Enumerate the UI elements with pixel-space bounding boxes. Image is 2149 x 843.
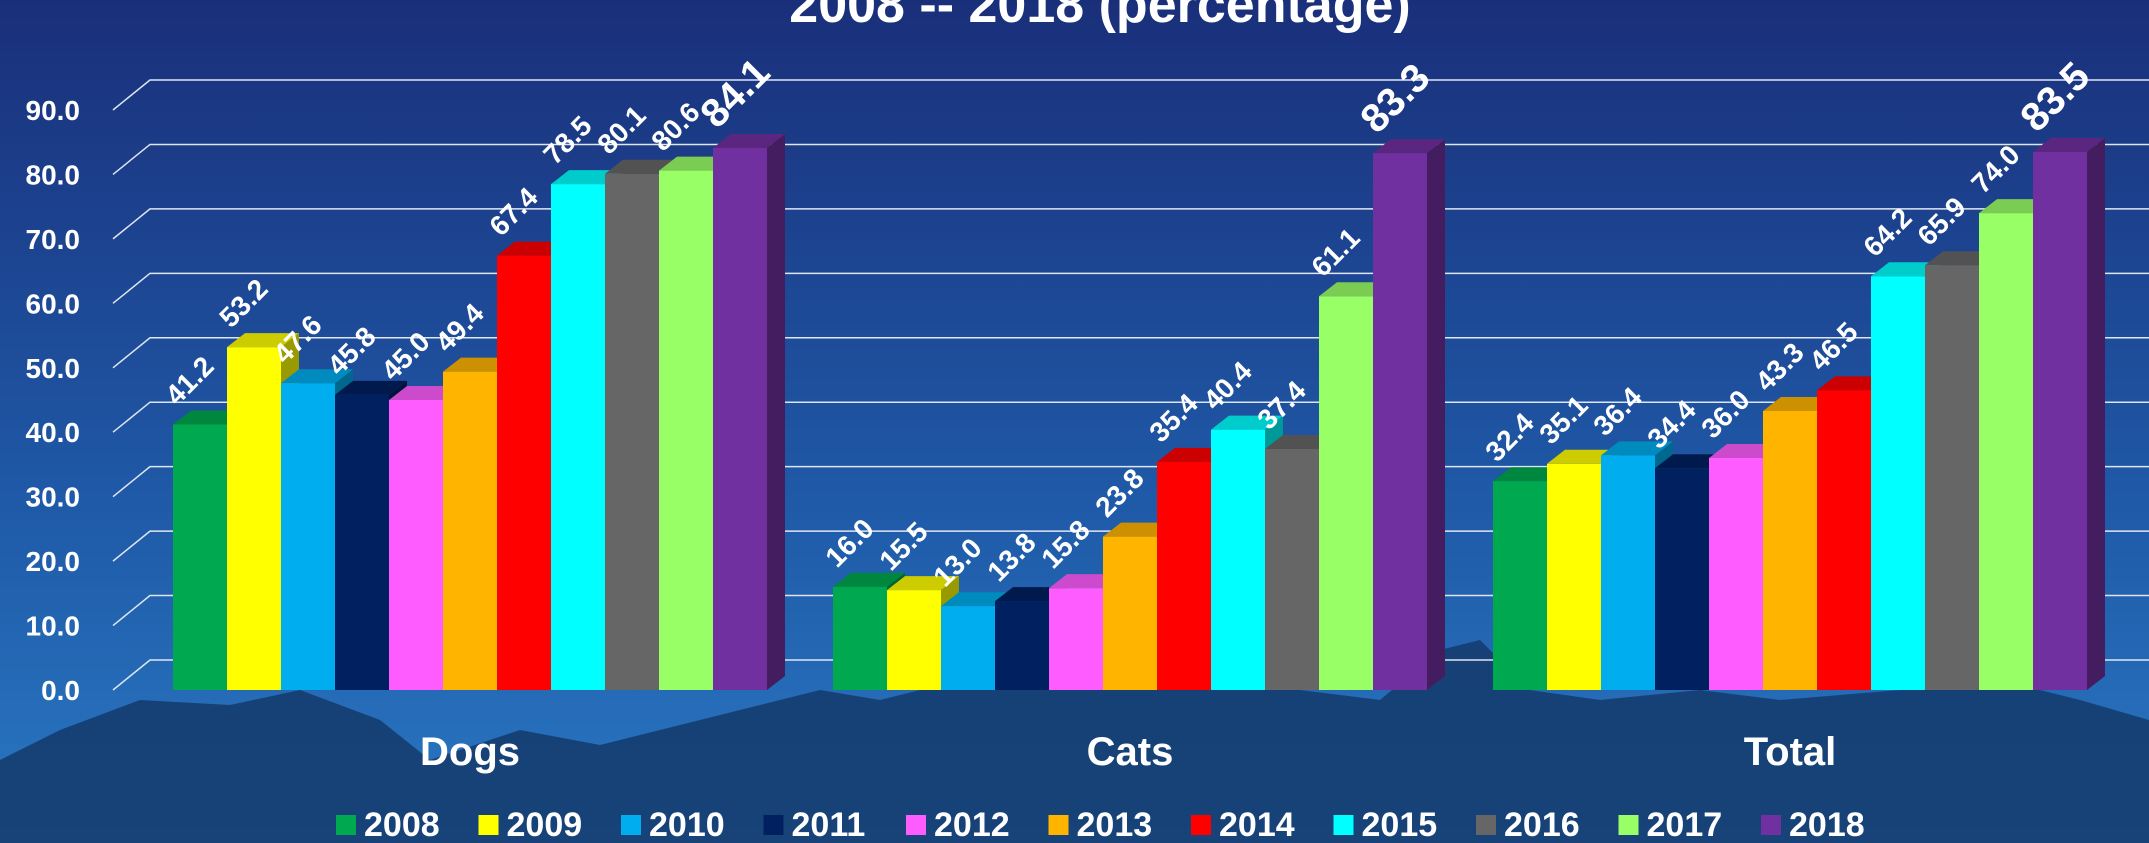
legend-swatch	[764, 815, 784, 835]
chart-title: 2008 -- 2018 (percentage)	[789, 0, 1410, 34]
x-tick-label: Cats	[1087, 730, 1174, 774]
chart: 2008 -- 2018 (percentage) 0.0 10.0 20.0 30.…	[0, 0, 2149, 843]
bar	[1655, 468, 1709, 690]
bar	[1979, 213, 2033, 690]
legend-swatch	[621, 815, 641, 835]
legend-label: 2009	[507, 806, 583, 843]
bar	[2033, 152, 2087, 690]
bar	[1157, 462, 1211, 690]
bar	[497, 256, 551, 690]
y-tick-label: 70.0	[26, 224, 81, 255]
bar	[1547, 464, 1601, 690]
bar	[887, 590, 941, 690]
legend-swatch	[1761, 815, 1781, 835]
legend-swatch	[1191, 815, 1211, 835]
legend-label: 2013	[1077, 806, 1153, 843]
bar	[995, 601, 1049, 690]
legend-label: 2015	[1362, 806, 1438, 843]
bar	[227, 347, 281, 690]
y-tick-label: 20.0	[26, 546, 81, 577]
y-tick-label: 10.0	[26, 611, 81, 642]
bar	[1763, 411, 1817, 690]
bar	[389, 400, 443, 690]
bar	[335, 395, 389, 690]
legend-label: 2008	[364, 806, 440, 843]
legend-label: 2011	[792, 806, 866, 843]
bar	[281, 383, 335, 690]
bar	[1265, 449, 1319, 690]
bar	[551, 184, 605, 690]
bar	[1373, 153, 1427, 690]
bar	[1925, 265, 1979, 690]
legend-label: 2010	[649, 806, 725, 843]
bar	[173, 424, 227, 690]
bar	[941, 606, 995, 690]
x-tick-label: Dogs	[420, 730, 520, 774]
legend-swatch	[479, 815, 499, 835]
legend-swatch	[1476, 815, 1496, 835]
bar	[713, 148, 767, 690]
legend-swatch	[1334, 815, 1354, 835]
y-tick-label: 80.0	[26, 159, 81, 190]
y-tick-label: 30.0	[26, 482, 81, 513]
legend-swatch	[1049, 815, 1069, 835]
bar-side	[767, 134, 785, 690]
bar	[1319, 296, 1373, 690]
legend-label: 2018	[1789, 806, 1865, 843]
legend-label: 2014	[1219, 806, 1295, 843]
x-tick-label: Total	[1744, 730, 1837, 774]
legend-swatch	[336, 815, 356, 835]
legend-swatch	[1619, 815, 1639, 835]
bar	[443, 372, 497, 690]
y-tick-label: 90.0	[26, 95, 81, 126]
bar-side	[1427, 139, 1445, 690]
bar	[1817, 390, 1871, 690]
y-tick-label: 40.0	[26, 417, 81, 448]
bar	[1709, 458, 1763, 690]
bar	[1871, 276, 1925, 690]
bar-side	[2087, 138, 2105, 690]
bar	[1049, 588, 1103, 690]
bar	[1493, 481, 1547, 690]
y-tick-label: 60.0	[26, 288, 81, 319]
bar	[605, 174, 659, 690]
bar	[1103, 537, 1157, 690]
y-tick-label: 50.0	[26, 353, 81, 384]
legend-label: 2017	[1647, 806, 1723, 843]
bar	[833, 587, 887, 690]
bar	[1211, 430, 1265, 690]
legend-swatch	[906, 815, 926, 835]
legend-label: 2016	[1504, 806, 1580, 843]
legend-label: 2012	[934, 806, 1010, 843]
bar	[1601, 455, 1655, 690]
bar	[659, 171, 713, 690]
y-tick-label: 0.0	[41, 675, 80, 706]
